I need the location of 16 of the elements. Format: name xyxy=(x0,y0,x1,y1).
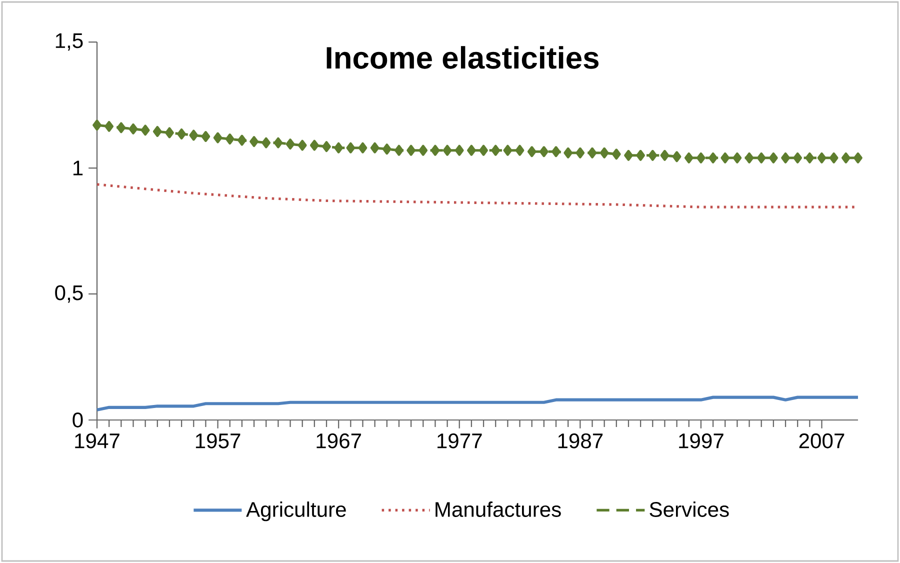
line-series xyxy=(95,396,860,412)
x-tick-label: 1967 xyxy=(316,433,361,448)
y-tick-label: 0 xyxy=(72,412,83,428)
legend-label: Services xyxy=(650,502,729,517)
y-tick-label: 0,5 xyxy=(55,285,83,303)
x-tick-label: 1977 xyxy=(438,433,482,448)
legend-label: Agriculture xyxy=(246,502,346,522)
y-tick-label: 1,5 xyxy=(56,33,83,51)
x-tick-label: 1957 xyxy=(196,433,240,448)
x-tick-label: 1987 xyxy=(558,433,603,448)
x-tick-label: 1947 xyxy=(75,433,120,448)
legend-label: Manufactures xyxy=(436,502,561,517)
chart-title: Income elasticities xyxy=(326,46,599,69)
y-tick-label: 1 xyxy=(73,160,83,176)
x-tick-label: 2007 xyxy=(799,433,844,448)
x-tick-label: 1997 xyxy=(679,433,724,448)
